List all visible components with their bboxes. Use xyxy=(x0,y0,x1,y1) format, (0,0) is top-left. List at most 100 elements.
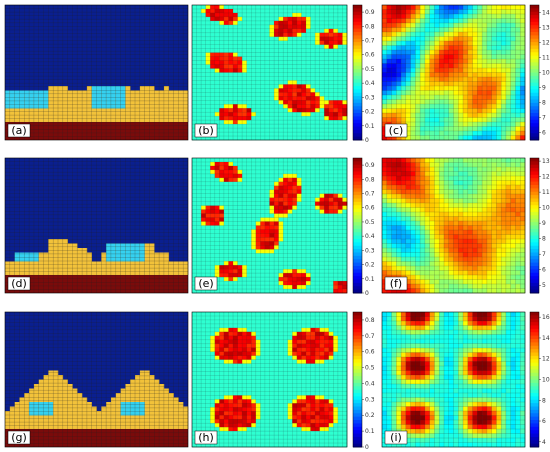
field-cell xyxy=(246,359,252,364)
field-cell xyxy=(283,225,289,230)
field-cell xyxy=(305,84,311,89)
field-cell xyxy=(391,212,397,217)
field-cell xyxy=(301,312,307,317)
field-cell xyxy=(510,41,516,46)
field-cell xyxy=(305,289,311,294)
colorbar-segment xyxy=(353,21,362,26)
field-cell xyxy=(319,193,325,199)
field-cell xyxy=(405,81,411,87)
field-cell xyxy=(415,72,421,78)
field-cell xyxy=(283,229,289,234)
field-cell xyxy=(287,100,293,105)
field-cell xyxy=(274,201,279,206)
field-cell xyxy=(458,185,464,190)
field-cell xyxy=(242,331,248,337)
field-cell xyxy=(305,60,311,65)
field-cell xyxy=(196,64,202,69)
field-cell xyxy=(292,60,298,65)
field-cell xyxy=(201,189,206,195)
field-cell xyxy=(192,351,197,356)
field-cell xyxy=(283,8,289,14)
field-cell xyxy=(264,108,270,113)
field-cell xyxy=(448,194,454,199)
field-cell xyxy=(333,319,339,325)
field-cell xyxy=(192,36,197,42)
field-cell xyxy=(310,124,316,129)
field-cell xyxy=(515,117,521,123)
field-cell xyxy=(305,169,311,175)
cyan-column xyxy=(125,243,131,262)
field-cell xyxy=(443,248,450,253)
field-cell xyxy=(415,50,421,55)
field-cell xyxy=(333,68,339,73)
field-cell xyxy=(429,189,435,195)
field-cell xyxy=(223,261,229,266)
field-cell xyxy=(424,50,430,55)
field-cell xyxy=(278,339,284,345)
field-cell xyxy=(324,124,330,129)
field-cell xyxy=(246,189,252,195)
field-cell xyxy=(205,245,211,250)
field-cell xyxy=(301,32,307,38)
field-cell xyxy=(342,100,348,105)
field-cell xyxy=(486,185,492,190)
field-cell xyxy=(214,5,220,10)
field-cell xyxy=(424,23,430,28)
field-cell xyxy=(196,177,202,183)
field-cell xyxy=(305,185,311,191)
field-cell xyxy=(510,86,516,91)
field-cell xyxy=(420,185,426,190)
field-cell xyxy=(196,269,202,274)
field-cell xyxy=(251,48,257,53)
field-cell xyxy=(401,18,407,24)
field-cell xyxy=(192,112,197,117)
field-cell xyxy=(214,327,220,333)
field-cell xyxy=(319,104,325,109)
field-cell xyxy=(439,122,445,127)
field-cell xyxy=(278,265,284,270)
field-cell xyxy=(439,198,445,204)
field-cell xyxy=(319,185,325,191)
field-cell xyxy=(301,193,307,199)
field-cell xyxy=(463,32,469,37)
field-cell xyxy=(287,158,293,163)
field-cell xyxy=(196,355,202,360)
field-cell xyxy=(337,197,343,202)
field-cell xyxy=(328,120,334,125)
field-cell xyxy=(420,81,426,87)
field-cell xyxy=(328,319,334,325)
field-cell xyxy=(434,99,440,105)
field-cell xyxy=(434,248,440,253)
field-cell xyxy=(324,24,330,30)
field-cell xyxy=(260,335,266,341)
field-cell xyxy=(228,108,234,113)
field-cell xyxy=(439,185,445,190)
field-cell xyxy=(196,312,202,317)
field-cell xyxy=(333,323,339,329)
field-cell xyxy=(382,99,388,105)
field-cell xyxy=(192,201,197,206)
field-cell xyxy=(505,225,511,231)
field-cell xyxy=(448,198,454,204)
field-cell xyxy=(201,335,206,341)
field-cell xyxy=(520,189,526,195)
field-cell xyxy=(382,248,388,253)
field-cell xyxy=(260,237,266,242)
field-cell xyxy=(264,343,270,349)
field-cell xyxy=(210,351,216,356)
field-cell xyxy=(510,225,516,231)
field-cell xyxy=(283,92,289,97)
field-cell xyxy=(501,221,507,226)
field-cell xyxy=(501,77,507,82)
field-cell xyxy=(255,213,261,218)
field-cell xyxy=(424,18,430,24)
field-cell xyxy=(269,52,275,57)
field-cell xyxy=(342,315,348,321)
field-cell xyxy=(264,32,270,38)
colorbar-segment xyxy=(353,215,362,220)
field-cell xyxy=(420,77,426,82)
field-cell xyxy=(415,59,421,64)
field-cell xyxy=(301,20,307,26)
field-cell xyxy=(214,92,220,97)
